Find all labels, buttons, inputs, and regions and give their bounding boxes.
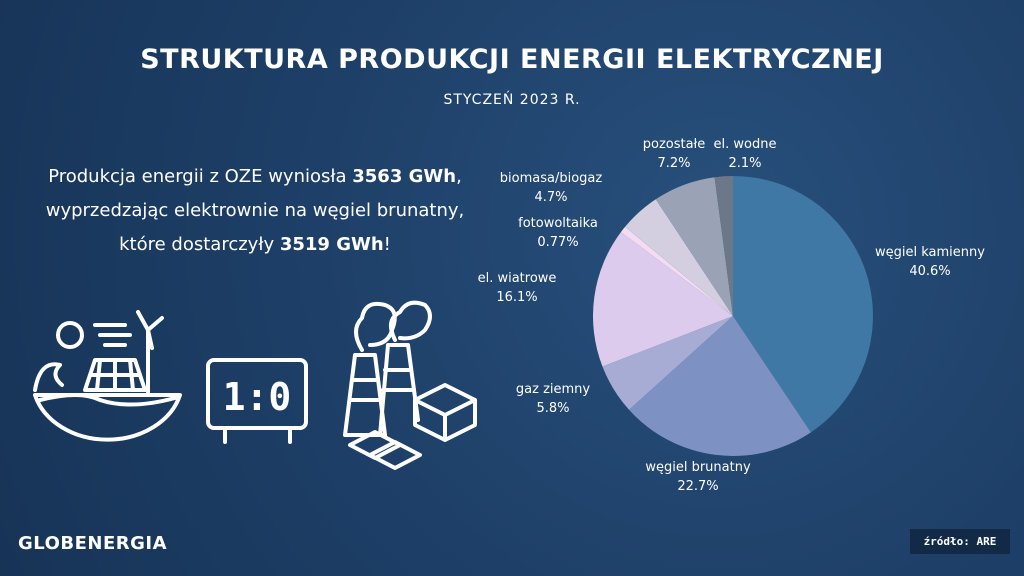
pie-slice — [629, 316, 811, 457]
text-line: wyprzedzając elektrownie na węgiel bruna… — [20, 194, 490, 228]
slice-value: 7.2% — [657, 156, 690, 171]
pie-slice — [620, 226, 733, 316]
factory-icon — [343, 300, 477, 470]
slice-label: biomasa/biogaz — [500, 171, 603, 186]
pie-slice — [733, 176, 873, 433]
text: ! — [383, 234, 391, 255]
pie-slice — [655, 177, 733, 316]
title: STRUKTURA PRODUKCJI ENERGII ELEKTRYCZNEJ — [140, 44, 884, 75]
text: które dostarczyły — [119, 234, 280, 255]
pie: węgiel kamienny 40.6% węgiel brunatny 22.7%… — [478, 137, 986, 494]
highlight: 3519 GWh — [279, 234, 384, 255]
slice-label: el. wodne — [714, 137, 777, 152]
pie-slice — [714, 176, 733, 316]
source: źródło: ARE — [910, 529, 1010, 554]
slice-value: 5.8% — [536, 401, 569, 416]
highlight: 3563 GWh — [352, 166, 457, 187]
slice-value: 4.7% — [534, 190, 567, 205]
slice-value: 22.7% — [677, 479, 718, 494]
slice-value: 16.1% — [496, 290, 537, 305]
slice-value: 40.6% — [909, 264, 950, 279]
slice-label: węgiel brunatny — [645, 460, 751, 475]
logo: GLOBENERGIA — [18, 533, 168, 554]
score: 1:0 — [223, 375, 292, 419]
slice-label: gaz ziemny — [516, 382, 591, 397]
slice-label: fotowoltaika — [518, 216, 598, 231]
pie-slice — [625, 199, 733, 316]
text-line: które dostarczyły 3519 GWh! — [20, 228, 490, 262]
subtitle: STYCZEŃ 2023 R. — [443, 92, 581, 108]
slice-value: 0.77% — [537, 235, 578, 250]
text-line: Produkcja energii z OZE wyniosła 3563 GW… — [20, 160, 490, 194]
text: wyprzedzając elektrownie na węgiel bruna… — [45, 200, 465, 221]
scoreboard-icon: 1:0 — [206, 358, 308, 444]
earth-icon — [33, 310, 182, 442]
pie-slice — [602, 316, 733, 410]
pie-slice — [593, 232, 733, 367]
slice-label: pozostałe — [643, 137, 706, 152]
summary-text: Produkcja energii z OZE wyniosła 3563 GW… — [20, 160, 490, 262]
text: Produkcja energii z OZE wyniosła — [48, 166, 353, 187]
slice-label: el. wiatrowe — [478, 271, 557, 286]
text: , — [456, 166, 462, 187]
slice-value: 2.1% — [728, 156, 761, 171]
slice-label: węgiel kamienny — [875, 245, 985, 260]
